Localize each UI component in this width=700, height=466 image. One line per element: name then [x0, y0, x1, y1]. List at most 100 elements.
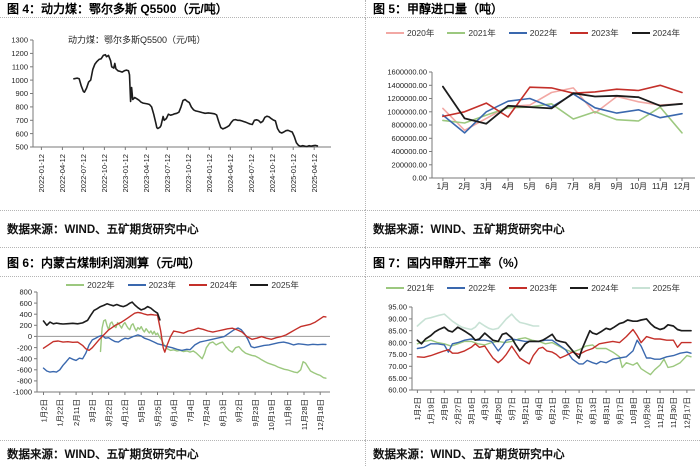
svg-text:2025-04-12: 2025-04-12 — [310, 154, 319, 192]
svg-text:2023-10-12: 2023-10-12 — [184, 154, 193, 192]
figure7-line-chart: 95.00 90.00 85.00 80.00 75.00 70.00 65.00 60.00… — [388, 303, 695, 429]
svg-text:1000000.00: 1000000.00 — [387, 108, 427, 117]
figure5-source: 数据来源：WIND、五矿期货研究中心 — [365, 210, 700, 247]
svg-text:1月22日: 1月22日 — [56, 399, 65, 427]
svg-text:7月: 7月 — [567, 182, 579, 191]
svg-text:700: 700 — [15, 116, 28, 125]
svg-text:6月21日: 6月21日 — [548, 397, 557, 425]
svg-text:2023-04-12: 2023-04-12 — [142, 154, 151, 192]
svg-text:2022-01-12: 2022-01-12 — [37, 154, 46, 192]
svg-text:-1000: -1000 — [13, 388, 32, 397]
svg-text:400: 400 — [19, 310, 32, 319]
svg-text:1400000.00: 1400000.00 — [387, 81, 427, 90]
svg-text:11月12日: 11月12日 — [656, 397, 665, 428]
svg-text:9月23日: 9月23日 — [251, 399, 260, 427]
svg-text:60.00: 60.00 — [388, 386, 407, 395]
svg-text:2024-04-12: 2024-04-12 — [226, 154, 235, 192]
svg-text:80.00: 80.00 — [388, 338, 407, 347]
svg-text:12月18日: 12月18日 — [316, 399, 325, 431]
svg-text:5月5日: 5月5日 — [137, 399, 146, 422]
svg-text:12月: 12月 — [674, 182, 691, 191]
svg-text:3月: 3月 — [480, 182, 492, 191]
svg-text:95.00: 95.00 — [388, 303, 407, 312]
svg-text:600: 600 — [15, 129, 28, 138]
svg-text:1600000.00: 1600000.00 — [387, 68, 427, 77]
figure4-title: 图 4：动力煤：鄂尔多斯 Q5500（元/吨） — [0, 0, 365, 18]
figure6-source: 数据来源：WIND、五矿期货研究中心 — [0, 440, 365, 466]
svg-text:3月2日: 3月2日 — [88, 399, 97, 422]
svg-text:5月25日: 5月25日 — [153, 399, 162, 427]
svg-text:800: 800 — [15, 103, 28, 112]
svg-text:9月2日: 9月2日 — [235, 399, 244, 422]
figure4-line-chart: 1300 1200 1100 1000 900 800 700 600 500 2022-01-1… — [11, 36, 331, 192]
svg-text:9月: 9月 — [611, 182, 623, 191]
svg-text:900: 900 — [15, 89, 28, 98]
figure4-source: 数据来源：WIND、五矿期货研究中心 — [0, 210, 365, 247]
svg-text:1200: 1200 — [11, 49, 28, 58]
svg-text:1月: 1月 — [437, 182, 449, 191]
svg-text:6月14日: 6月14日 — [170, 399, 179, 427]
figure4-series-label: 动力煤：鄂尔多斯Q5500（元/吨） — [68, 35, 206, 45]
svg-text:2月11日: 2月11日 — [72, 399, 81, 426]
svg-text:1200000.00: 1200000.00 — [387, 94, 427, 103]
svg-text:90.00: 90.00 — [388, 315, 407, 324]
figure6-line-chart: 800 600 400 200 0 -200 -400 -600 -800 -1000 1月2日 1月… — [13, 288, 330, 431]
svg-text:200: 200 — [19, 321, 32, 330]
svg-text:11月8日: 11月8日 — [284, 399, 293, 426]
figure4-chart-cell: 动力煤：鄂尔多斯Q5500（元/吨） 1300 1200 1100 1000 900 80… — [0, 18, 365, 210]
svg-text:4月20日: 4月20日 — [494, 397, 503, 425]
svg-text:0.00: 0.00 — [412, 174, 427, 183]
svg-text:10月8日: 10月8日 — [629, 397, 638, 425]
svg-text:3月22日: 3月22日 — [104, 399, 113, 427]
svg-text:8月13日: 8月13日 — [218, 399, 227, 427]
svg-text:1100: 1100 — [12, 63, 28, 72]
svg-text:5月21日: 5月21日 — [521, 397, 530, 425]
svg-text:8月31日: 8月31日 — [602, 397, 611, 425]
figure5-line-chart: 1600000.00 1400000.00 1200000.00 1000000.00… — [387, 68, 695, 191]
svg-text:11月: 11月 — [652, 182, 668, 191]
svg-text:-800: -800 — [17, 377, 32, 386]
svg-text:9月17日: 9月17日 — [615, 397, 624, 425]
svg-text:8月13日: 8月13日 — [588, 397, 597, 425]
svg-text:800: 800 — [19, 288, 32, 297]
svg-text:-400: -400 — [17, 354, 32, 363]
svg-text:1月19日: 1月19日 — [427, 397, 436, 425]
svg-text:4月: 4月 — [502, 182, 514, 191]
svg-text:1月2日: 1月2日 — [413, 397, 422, 420]
svg-text:1月2日: 1月2日 — [39, 399, 48, 422]
svg-text:11月28日: 11月28日 — [300, 399, 309, 430]
svg-text:600000.00: 600000.00 — [392, 134, 427, 143]
svg-text:5月: 5月 — [524, 182, 536, 191]
figure6-title: 图 6：内蒙古煤制利润测算（元/吨） — [0, 247, 365, 277]
svg-text:85.00: 85.00 — [388, 326, 407, 335]
svg-text:800000.00: 800000.00 — [392, 121, 427, 130]
svg-text:2023-07-12: 2023-07-12 — [163, 154, 172, 192]
figure5-title: 图 5：甲醇进口量（吨） — [365, 0, 700, 18]
svg-text:7月9日: 7月9日 — [561, 397, 570, 420]
svg-text:1300: 1300 — [11, 36, 28, 45]
svg-text:3月16日: 3月16日 — [467, 397, 476, 425]
svg-text:2022-07-12: 2022-07-12 — [79, 154, 88, 192]
svg-text:2022-10-12: 2022-10-12 — [100, 154, 109, 192]
svg-text:11月30日: 11月30日 — [669, 397, 678, 428]
svg-text:10月: 10月 — [630, 182, 647, 191]
svg-text:600: 600 — [19, 299, 32, 308]
svg-text:4月3日: 4月3日 — [481, 397, 490, 420]
svg-text:2月: 2月 — [458, 182, 470, 191]
svg-text:500: 500 — [15, 143, 28, 152]
figure7-title: 图 7：国内甲醇开工率（%） — [365, 247, 700, 277]
svg-text:400000.00: 400000.00 — [392, 147, 427, 156]
svg-text:12月17日: 12月17日 — [683, 397, 692, 429]
svg-text:10月19日: 10月19日 — [267, 399, 276, 431]
svg-text:5月7日: 5月7日 — [508, 397, 517, 420]
svg-text:2022-04-12: 2022-04-12 — [58, 154, 67, 192]
svg-text:70.00: 70.00 — [388, 362, 407, 371]
svg-text:7月24日: 7月24日 — [202, 399, 211, 427]
svg-text:10月26日: 10月26日 — [642, 397, 651, 429]
svg-text:0: 0 — [28, 332, 32, 341]
svg-text:7月27日: 7月27日 — [575, 397, 584, 425]
figure6-chart-cell: 2022年 2023年 2024年 2025年 800 600 400 200 0 -200 -4… — [0, 277, 365, 440]
svg-text:2024-01-12: 2024-01-12 — [205, 154, 214, 192]
figure7-chart-cell: 2021年 2022年 2023年 2024年 2025年 95.00 90.00 85.0… — [365, 277, 700, 440]
